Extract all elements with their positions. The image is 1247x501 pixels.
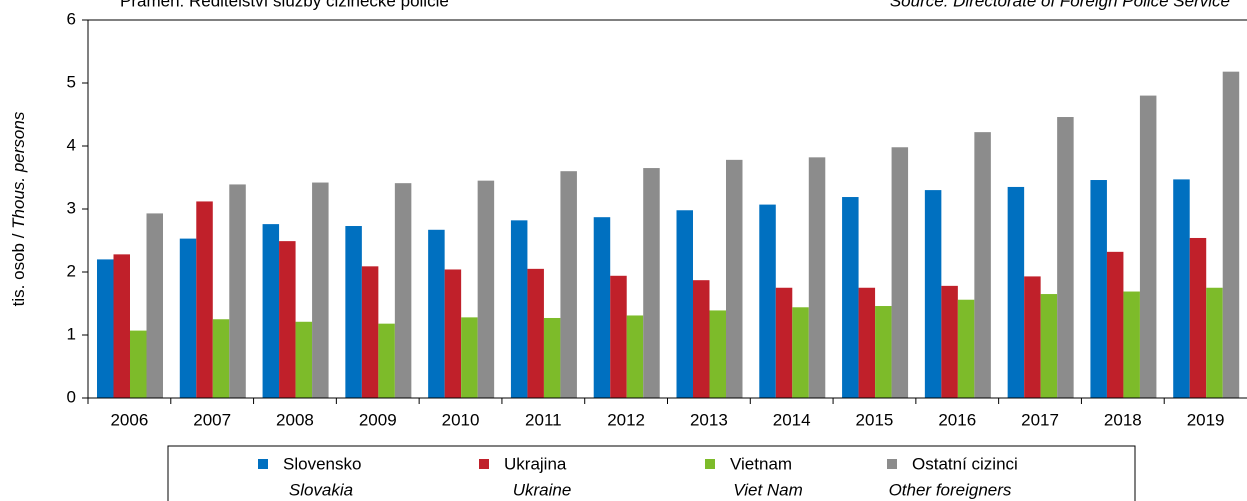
y-label-cz: tis. osob /: [9, 229, 28, 306]
bar: [394, 183, 412, 398]
bar: [676, 210, 693, 398]
bar: [295, 321, 313, 398]
bar: [842, 197, 859, 398]
bar: [941, 285, 958, 398]
bar: [643, 168, 660, 398]
y-tick-label: 4: [67, 135, 76, 154]
x-tick-label: 2010: [442, 410, 480, 429]
bar: [179, 238, 197, 398]
bar: [974, 132, 991, 398]
bar: [1024, 276, 1041, 398]
x-tick-label: 2013: [690, 410, 728, 429]
legend-label-en: Ukraine: [513, 480, 572, 499]
y-tick-label: 3: [67, 198, 76, 217]
bar: [875, 306, 892, 398]
legend-label: Vietnam: [730, 454, 792, 473]
x-tick-label: 2019: [1187, 410, 1225, 429]
bar: [610, 275, 627, 398]
x-tick-label: 2012: [607, 410, 645, 429]
bar: [312, 182, 329, 398]
plot-frame: [87, 19, 1247, 399]
legend-swatch: [887, 459, 897, 469]
x-tick-label: 2006: [110, 410, 148, 429]
legend-label: Slovensko: [283, 454, 361, 473]
bar: [477, 180, 495, 398]
bar: [461, 317, 478, 398]
bar: [229, 184, 246, 398]
bar: [957, 299, 975, 398]
y-label-en: Thous. persons: [9, 111, 28, 229]
bar: [97, 259, 114, 398]
bar: [510, 220, 528, 398]
bar: [212, 319, 230, 398]
x-tick-label: 2017: [1021, 410, 1059, 429]
bar: [361, 266, 379, 398]
legend-label-en: Other foreigners: [889, 480, 1012, 499]
bar: [924, 190, 942, 398]
bar: [527, 268, 544, 398]
legend-swatch: [705, 459, 715, 469]
y-tick-label: 0: [67, 387, 76, 406]
bar: [428, 229, 445, 398]
legend-swatch: [479, 459, 489, 469]
bar: [1189, 237, 1207, 398]
bar: [560, 171, 577, 398]
bar: [626, 315, 644, 398]
bar: [1090, 180, 1107, 398]
bar: [262, 224, 280, 398]
bar: [726, 159, 743, 398]
y-axis-label: tis. osob / Thous. persons: [9, 111, 28, 306]
bar: [345, 226, 362, 398]
bar: [1222, 71, 1240, 398]
bar: [146, 213, 163, 398]
bar: [113, 254, 130, 398]
y-tick-label: 2: [67, 261, 76, 280]
bar: [378, 323, 395, 398]
bar: [891, 147, 909, 398]
bar: [444, 269, 462, 398]
legend-label: Ukrajina: [504, 454, 567, 473]
bar: [130, 330, 147, 398]
bar: [1040, 294, 1058, 398]
bar: [792, 307, 809, 398]
bar: [196, 201, 213, 398]
source-en: Source: Directorate of Foreign Police Se…: [890, 0, 1230, 10]
bar: [279, 241, 296, 398]
bar: [1106, 251, 1124, 398]
bar: [709, 310, 726, 398]
bar: [1123, 291, 1140, 398]
legend-swatch: [258, 459, 268, 469]
y-tick-label: 5: [67, 72, 76, 91]
bar: [858, 287, 876, 398]
legend-box: [167, 445, 1136, 501]
legend-label-en: Viet Nam: [733, 480, 803, 499]
bar: [808, 157, 826, 398]
source-cz: Pramen: Ředitelství služby cizinecké pol…: [120, 0, 449, 10]
bar: [1057, 117, 1074, 399]
bar: [1206, 287, 1223, 398]
bar: [693, 280, 710, 398]
bar: [1173, 179, 1190, 398]
y-tick-label: 1: [67, 324, 76, 343]
bar: [593, 217, 611, 398]
bar: [1139, 95, 1157, 398]
x-tick-label: 2008: [276, 410, 314, 429]
bar: [775, 287, 793, 398]
x-tick-label: 2018: [1104, 410, 1142, 429]
bar: [543, 317, 561, 398]
y-tick-label: 6: [67, 9, 76, 28]
x-tick-label: 2009: [359, 410, 397, 429]
x-tick-label: 2016: [938, 410, 976, 429]
legend-label-en: Slovakia: [289, 480, 353, 499]
x-tick-label: 2014: [773, 410, 811, 429]
bar: [759, 204, 776, 398]
bar: [1007, 186, 1025, 398]
x-tick-label: 2011: [525, 410, 562, 429]
legend-label: Ostatní cizinci: [912, 454, 1018, 473]
x-tick-label: 2007: [193, 410, 231, 429]
x-tick-label: 2015: [856, 410, 894, 429]
